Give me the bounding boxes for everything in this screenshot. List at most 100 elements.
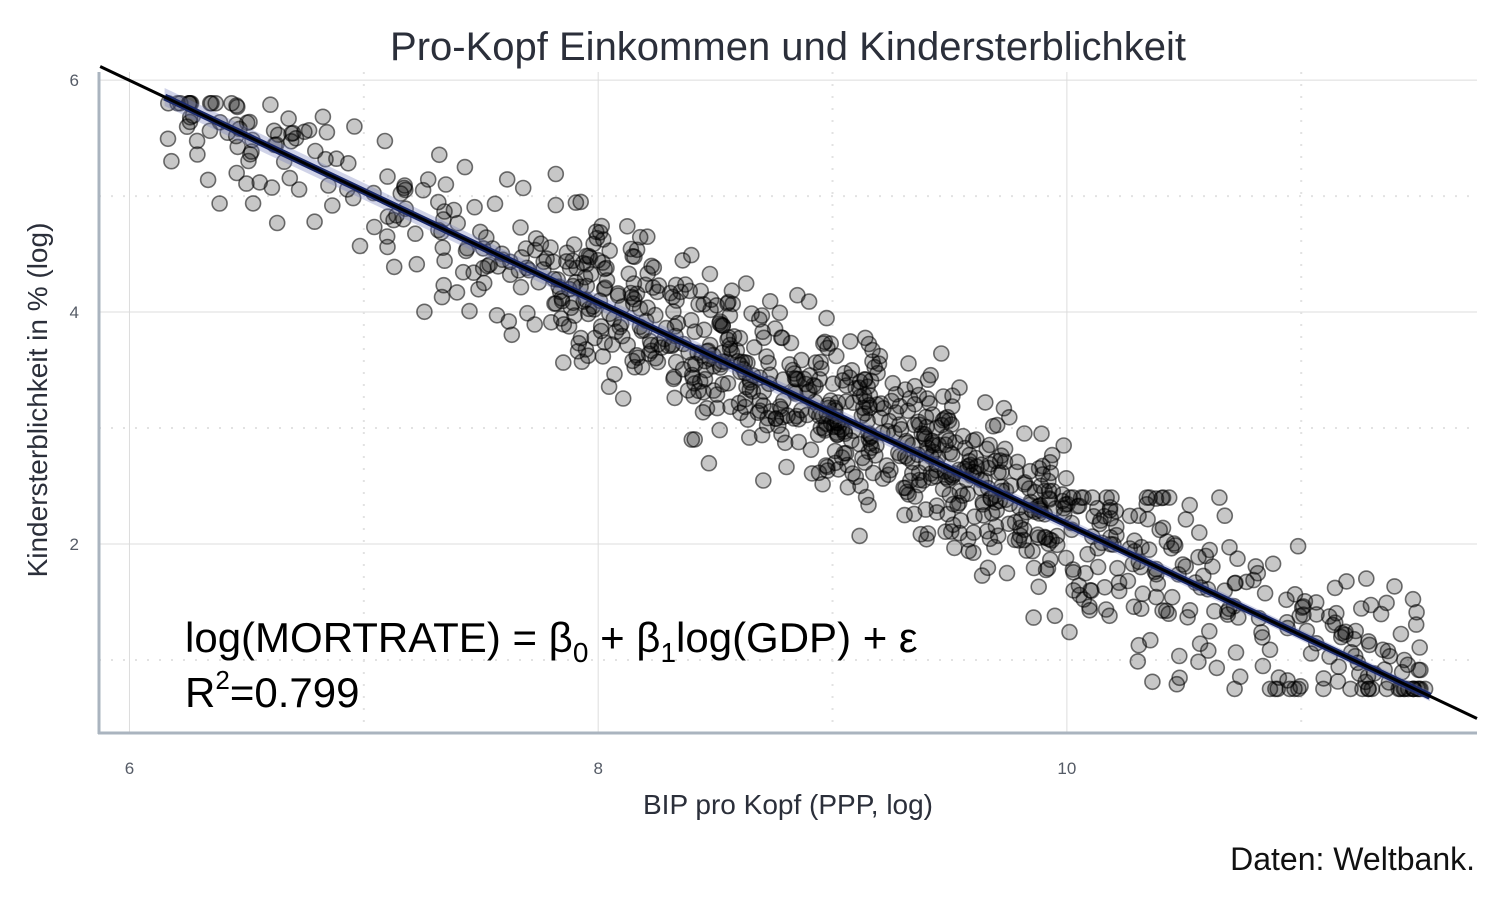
data-point-726 <box>860 335 878 353</box>
data-point-57 <box>306 213 323 230</box>
chart-title: Pro-Kopf Einkommen und Kindersterblichke… <box>390 25 1186 69</box>
data-point-186 <box>790 433 808 451</box>
data-point-920 <box>1154 519 1172 537</box>
data-point-86 <box>188 132 206 150</box>
data-point-460 <box>672 283 690 301</box>
data-point-465 <box>665 368 683 386</box>
data-point-881 <box>1208 659 1226 677</box>
data-point-117 <box>436 252 453 270</box>
data-point-280 <box>620 265 638 283</box>
data-point-467 <box>723 344 741 362</box>
data-point-108 <box>429 193 447 211</box>
data-point-1030 <box>1103 489 1120 506</box>
data-point-869 <box>1362 596 1380 614</box>
data-point-1049 <box>1392 625 1410 643</box>
data-point-1018 <box>1121 507 1139 525</box>
data-point-96 <box>365 218 383 236</box>
data-point-107 <box>512 278 530 296</box>
data-point-1020 <box>1226 680 1243 698</box>
data-point-539 <box>1055 437 1072 454</box>
data-point-846 <box>1191 524 1208 541</box>
data-point-157 <box>771 304 789 322</box>
data-point-476 <box>580 247 598 265</box>
data-point-933 <box>1249 564 1267 582</box>
data-point-118 <box>189 146 206 163</box>
data-point-738 <box>834 372 851 389</box>
data-point-420 <box>545 253 562 271</box>
data-point-2 <box>430 146 448 164</box>
data-point-445 <box>773 426 790 443</box>
data-point-871 <box>1254 629 1271 646</box>
x-tick-label-1: 8 <box>593 759 602 778</box>
data-point-638 <box>919 371 937 389</box>
data-point-338 <box>631 228 649 246</box>
data-point-750 <box>851 527 868 545</box>
data-point-402 <box>596 260 614 278</box>
data-point-817 <box>827 347 845 365</box>
data-point-358 <box>802 441 820 459</box>
data-point-971 <box>1077 564 1094 582</box>
data-point-998 <box>1407 616 1425 633</box>
data-point-168 <box>818 309 835 327</box>
data-point-886 <box>1404 590 1422 608</box>
data-point-458 <box>579 347 597 365</box>
data-point-477 <box>626 358 644 376</box>
data-point-727 <box>936 410 954 427</box>
data-point-0 <box>498 171 516 188</box>
data-point-478 <box>576 268 594 286</box>
data-point-145 <box>414 181 432 199</box>
data-point-376 <box>558 244 576 262</box>
data-point-366 <box>628 241 646 259</box>
data-point-221 <box>750 311 768 328</box>
data-point-473 <box>745 339 763 356</box>
data-point-1015 <box>1154 602 1171 619</box>
data-point-421 <box>619 336 637 354</box>
data-point-456 <box>653 339 671 356</box>
data-point-964 <box>1219 606 1237 623</box>
data-point-735 <box>900 486 917 503</box>
data-point-814 <box>910 386 928 404</box>
data-point-286 <box>700 454 718 472</box>
data-point-926 <box>1101 607 1118 625</box>
data-point-511 <box>1033 425 1050 443</box>
data-point-448 <box>754 323 771 341</box>
data-point-923 <box>1289 537 1307 555</box>
data-point-435 <box>781 356 798 373</box>
data-point-451 <box>711 421 729 439</box>
data-point-1029 <box>1070 497 1088 515</box>
data-point-973 <box>1191 635 1209 653</box>
data-point-774 <box>859 378 877 396</box>
axes <box>97 72 1477 735</box>
data-point-43 <box>201 95 219 112</box>
data-point-444 <box>690 382 707 400</box>
data-point-708 <box>1000 408 1018 426</box>
data-point-989 <box>1396 651 1413 669</box>
data-point-722 <box>1042 551 1059 569</box>
data-point-303 <box>740 429 758 446</box>
data-point-819 <box>839 478 857 496</box>
data-point-1024 <box>1174 556 1192 573</box>
data-point-206 <box>639 265 657 282</box>
data-point-805 <box>959 485 976 503</box>
data-point-853 <box>1221 538 1238 556</box>
data-point-129 <box>238 114 256 131</box>
data-point-816 <box>1037 529 1054 547</box>
data-point-1023 <box>1326 579 1344 597</box>
data-point-101 <box>435 276 453 294</box>
data-point-389 <box>789 370 806 388</box>
data-point-763 <box>998 564 1016 582</box>
data-point-122 <box>201 122 219 140</box>
data-point-555 <box>937 523 954 541</box>
data-point-757 <box>928 504 946 521</box>
data-point-818 <box>906 395 924 413</box>
data-point-615 <box>1037 561 1055 579</box>
data-point-142 <box>479 257 496 275</box>
data-point-103 <box>300 122 318 139</box>
data-point-53 <box>461 302 478 320</box>
data-point-18 <box>503 326 521 344</box>
y-axis-label: Kindersterblichkeit in % (log) <box>22 223 53 578</box>
data-point-3 <box>501 266 519 284</box>
data-point-246 <box>778 458 795 476</box>
data-point-440 <box>555 316 573 333</box>
data-point-116 <box>251 174 269 191</box>
